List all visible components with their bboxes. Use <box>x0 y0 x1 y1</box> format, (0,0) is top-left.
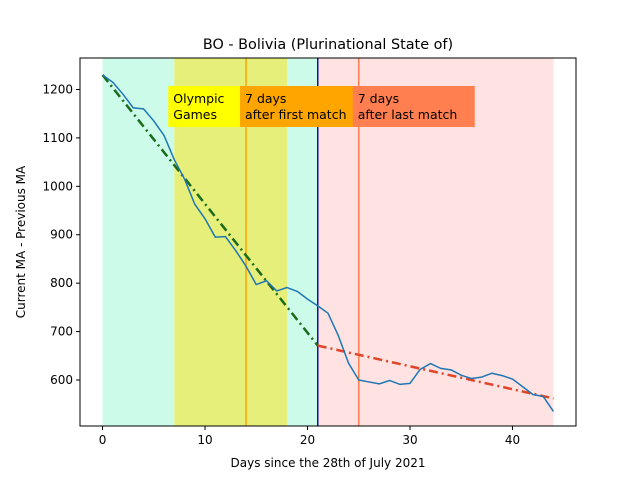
trend-line-0 <box>101 74 319 347</box>
y-tick-label-2: 800 <box>50 276 73 290</box>
y-tick-label-1: 700 <box>50 325 73 339</box>
x-tick-label-4: 40 <box>505 433 520 447</box>
annotation-text-2-0: 7 days <box>358 91 399 106</box>
y-tick-label-5: 1100 <box>42 131 73 145</box>
annotation-text-1-1: after first match <box>245 107 346 122</box>
annotation-text-0-0: Olympic <box>173 91 224 106</box>
x-tick-label-2: 20 <box>300 433 315 447</box>
plot-frame <box>79 57 577 427</box>
annotation-text-2-1: after last match <box>358 107 458 122</box>
y-tick-label-4: 1000 <box>42 179 73 193</box>
y-tick-label-6: 1200 <box>42 82 73 96</box>
series-line-0 <box>102 74 555 412</box>
x-tick-label-0: 0 <box>99 433 107 447</box>
y-tick-label-3: 900 <box>50 228 73 242</box>
trend-line-1 <box>317 344 554 400</box>
annotation-box-1 <box>240 86 353 127</box>
x-tick-label-1: 10 <box>197 433 212 447</box>
x-axis-label: Days since the 28th of July 2021 <box>231 456 426 470</box>
x-tick-label-3: 30 <box>402 433 417 447</box>
annotation-text-1-0: 7 days <box>245 91 286 106</box>
chart-title: BO - Bolivia (Plurinational State of) <box>203 37 453 53</box>
shaded-region-0 <box>102 58 175 426</box>
y-tick-label-0: 600 <box>50 373 73 387</box>
annotation-box-0 <box>168 86 240 127</box>
y-axis-label: Current MA - Previous MA <box>14 165 28 318</box>
annotation-box-2 <box>352 86 475 127</box>
annotation-text-0-1: Games <box>173 107 217 122</box>
